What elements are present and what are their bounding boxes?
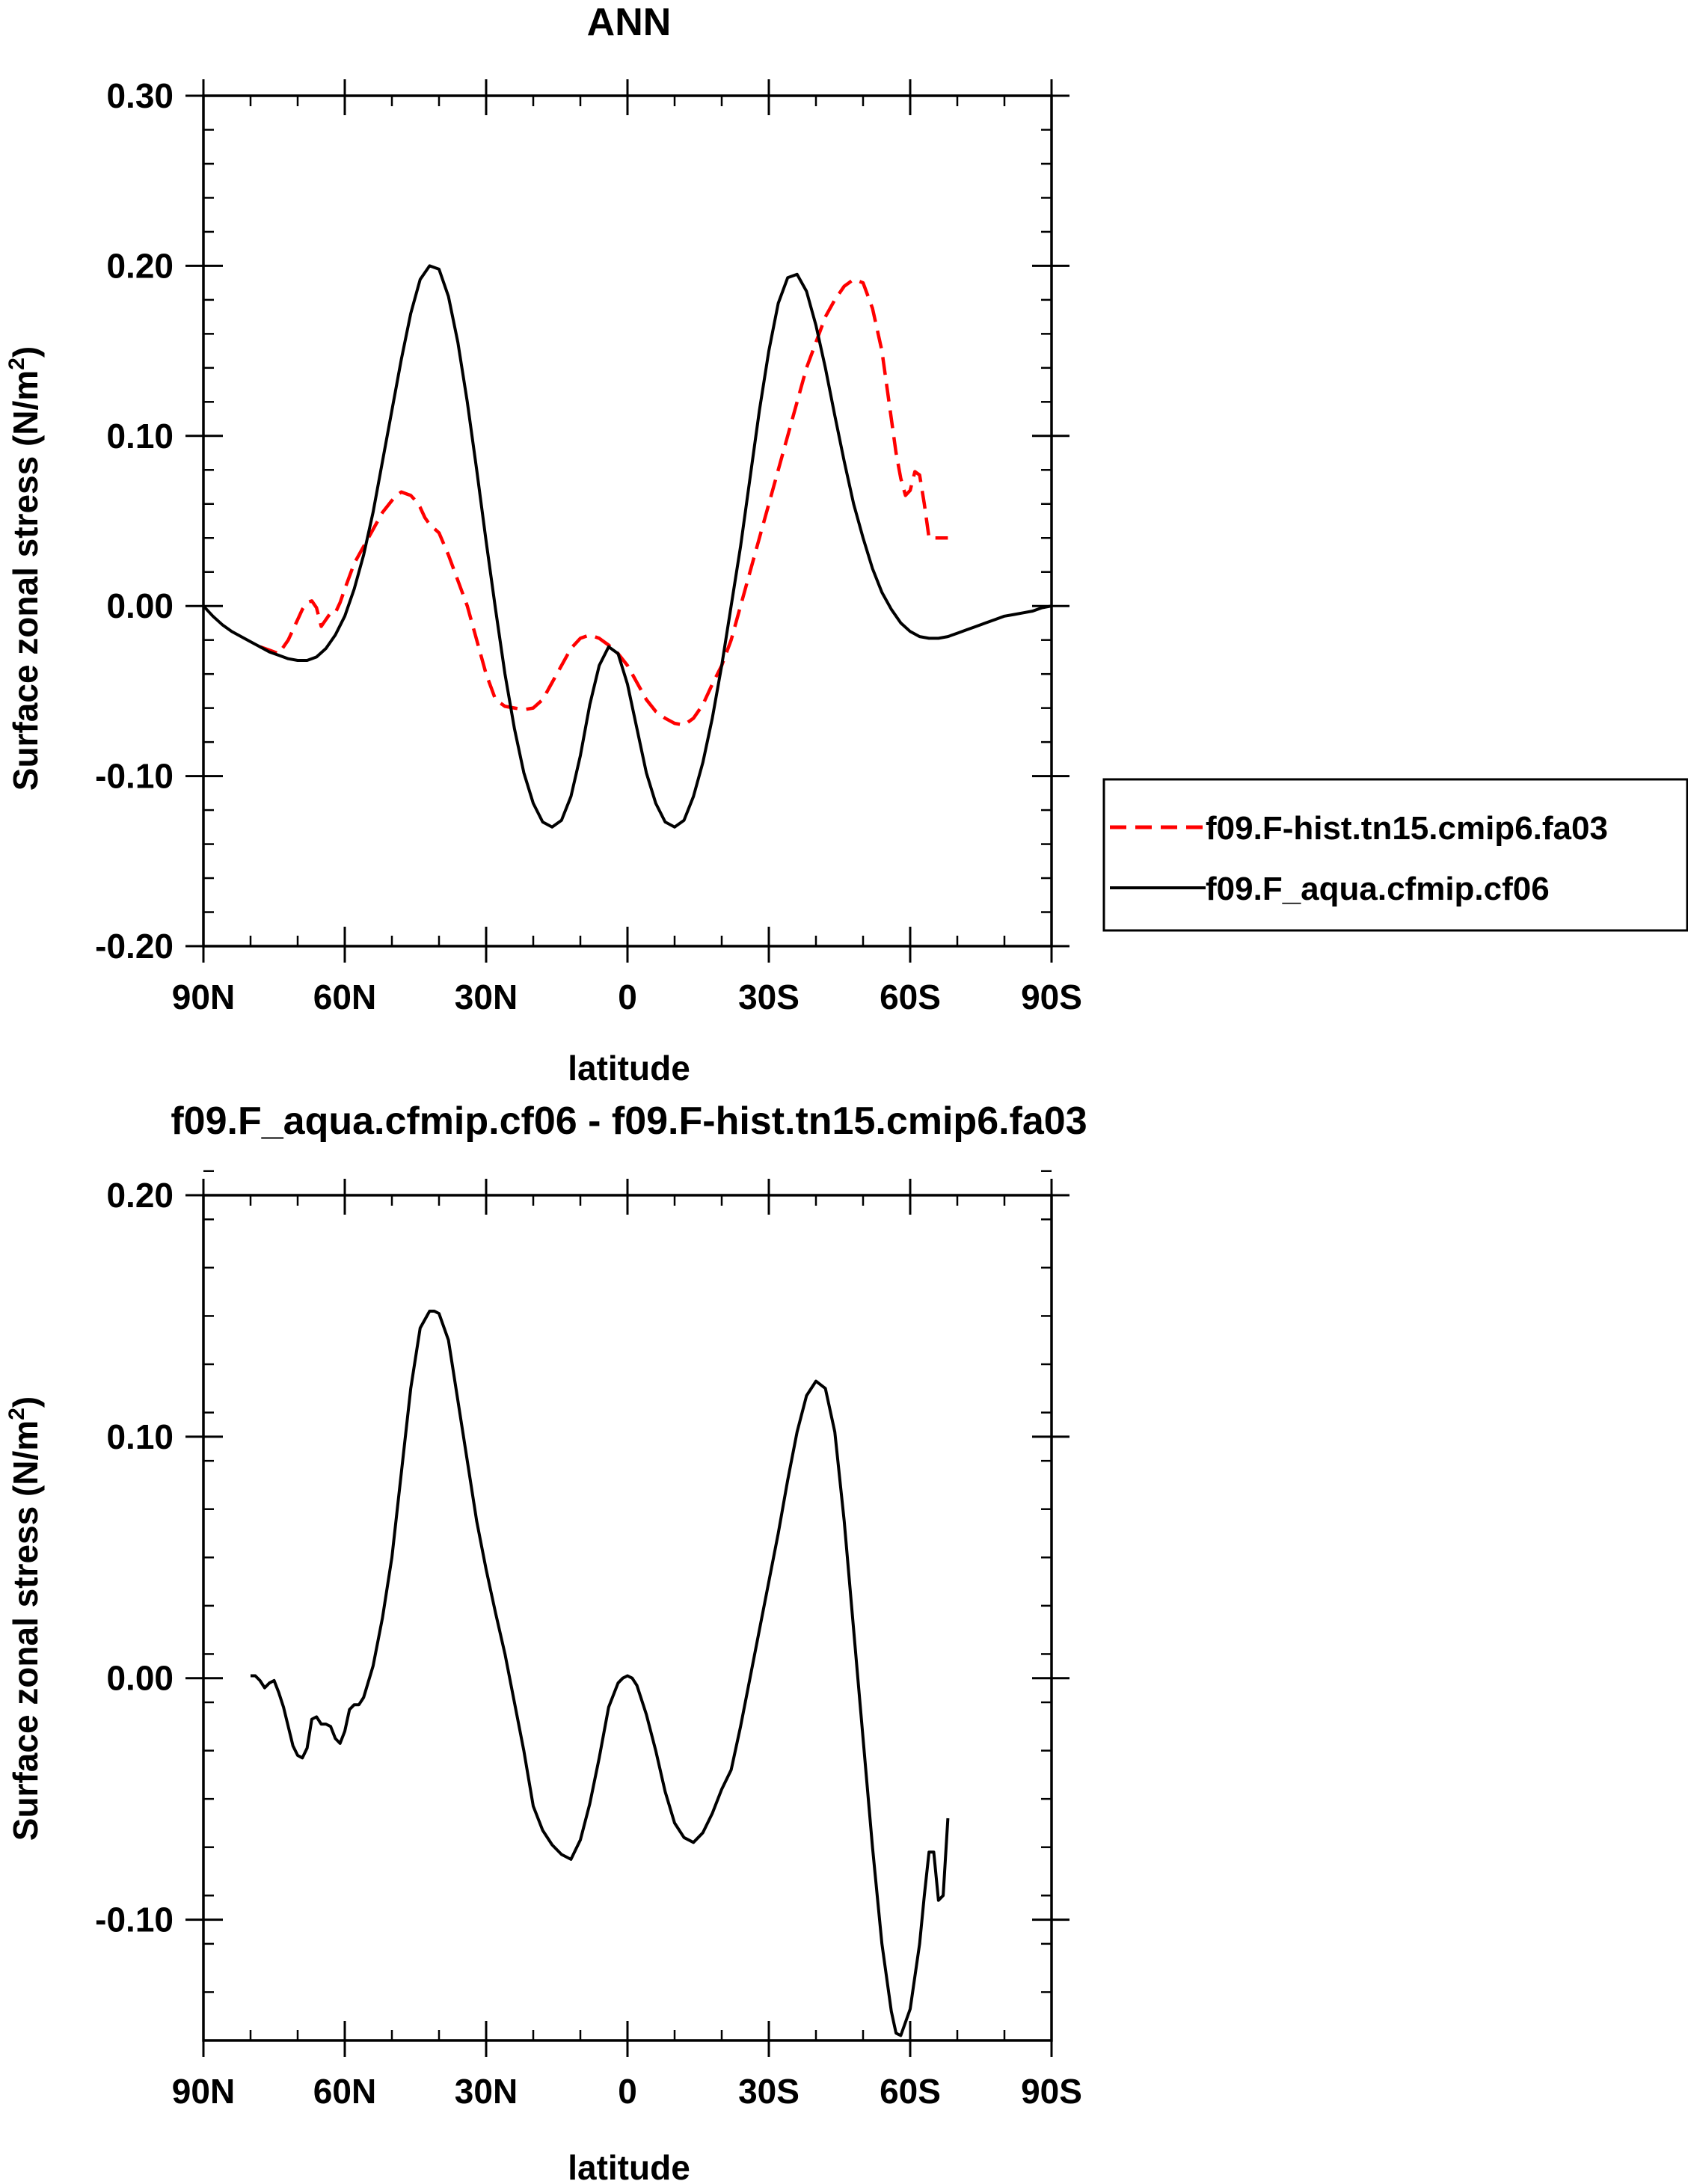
x-axis-label: latitude [568,1049,690,1088]
y-tick-label: -0.10 [95,1901,174,1939]
y-tick-label: -0.20 [95,927,174,966]
x-tick-label: 0 [618,2072,637,2111]
x-tick-label: 90S [1021,2072,1082,2111]
chart-panel-annual: ANN 90N 60N 30N 0 30S 60S 90S -0.20 -0.10 0.00 0.1… [4,1,1688,1088]
legend-label-fhist: f09.F-hist.tn15.cmip6.fa03 [1206,810,1608,847]
x-tick-label: 90N [172,978,235,1016]
y-tick-label: -0.10 [95,757,174,796]
x-tick-label: 60N [313,2072,376,2111]
plot-area: 90N 60N 30N 0 30S 60S 90S -0.10 0.00 0.10 0.20 [95,1170,1082,2111]
x-tick-label: 60N [313,978,376,1016]
series-line-difference [251,1310,950,2037]
y-axis-label: Surface zonal stress (N/m2) [4,346,45,791]
x-tick-label: 90S [1021,978,1082,1016]
x-tick-label: 30N [455,2072,518,2111]
y-tick-label: 0.10 [106,417,174,455]
y-tick-label: 0.00 [106,1659,174,1698]
x-axis-label: latitude [568,2148,690,2184]
series-line-f09-f-hist-tn15-cmip6-fa03 [259,277,948,727]
y-axis-label-superscript: 2 [4,358,29,370]
legend-box [1102,778,1688,932]
legend-label-faqua: f09.F_aqua.cfmip.cf06 [1206,871,1550,907]
x-tick-label: 30S [738,2072,800,2111]
legend: f09.F-hist.tn15.cmip6.fa03 f09.F_aqua.cf… [1102,778,1688,932]
plot-area: 90N 60N 30N 0 30S 60S 90S -0.20 -0.10 0.00 0.10 0.2… [95,76,1082,1016]
y-axis-label-main: Surface zonal stress (N/m [6,370,45,791]
plot-frame [202,1194,1053,2042]
y-tick-label: 0.10 [106,1417,174,1456]
series-line-f09-f-aqua-cfmip-cf06 [202,264,1052,829]
x-tick-label: 0 [618,978,637,1016]
x-tick-label: 60S [880,2072,941,2111]
y-tick-label: 0.00 [106,586,174,625]
x-tick-label: 30N [455,978,518,1016]
y-axis-label-main: Surface zonal stress (N/m [6,1420,45,1841]
y-tick-label: 0.20 [106,246,174,285]
y-tick-label: 0.30 [106,76,174,115]
x-tick-label: 30S [738,978,800,1016]
chart-title: ANN [587,1,672,44]
plot-frame [202,94,1053,948]
chart-panel-difference: f09.F_aqua.cfmip.cf06 - f09.F-hist.tn15.… [4,1099,1087,2184]
x-tick-label: 90N [172,2072,235,2111]
x-tick-label: 60S [880,978,941,1016]
y-axis-label: Surface zonal stress (N/m2) [4,1396,45,1841]
y-axis-label-superscript: 2 [4,1408,29,1420]
y-axis-label-close: ) [6,1396,45,1408]
y-axis-label-close: ) [6,346,45,358]
chart-title: f09.F_aqua.cfmip.cf06 - f09.F-hist.tn15.… [171,1099,1087,1143]
y-tick-label: 0.20 [106,1176,174,1215]
